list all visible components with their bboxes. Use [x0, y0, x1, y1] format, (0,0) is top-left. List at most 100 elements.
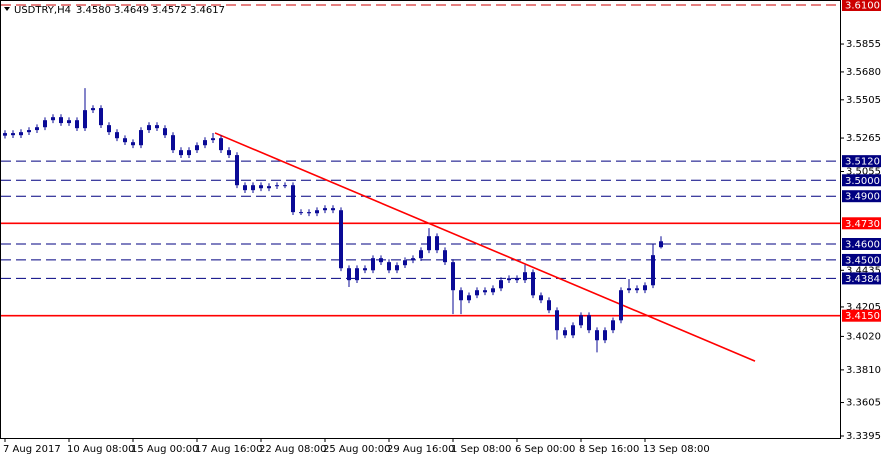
- x-tick-label: 13 Sep 08:00: [643, 444, 710, 455]
- candle-body: [75, 120, 79, 129]
- candle-body: [355, 268, 359, 281]
- level-box: [842, 190, 881, 203]
- candle-body: [547, 300, 551, 311]
- open-label: 3.4580: [76, 5, 111, 16]
- menu-icon: [4, 7, 10, 11]
- x-tick-label: 15 Aug 00:00: [131, 444, 198, 455]
- candle-body: [203, 140, 207, 146]
- candle-body: [11, 133, 15, 136]
- x-tick-label: 22 Aug 08:00: [259, 444, 326, 455]
- x-tick-label: 7 Aug 2017: [3, 444, 61, 455]
- candle-body: [603, 330, 607, 341]
- candle-body: [587, 315, 591, 331]
- y-tick-label: 3.4435: [846, 265, 881, 276]
- x-tick-label: 10 Aug 08:00: [67, 444, 134, 455]
- candle-body: [491, 288, 495, 293]
- candle-body: [267, 186, 271, 189]
- candle-body: [387, 262, 391, 271]
- x-tick-label: 6 Sep 00:00: [515, 444, 575, 455]
- candle-body: [123, 138, 127, 143]
- candle-body: [379, 258, 383, 263]
- candle-body: [291, 185, 295, 213]
- level-box: [842, 253, 881, 266]
- candle-body: [371, 258, 375, 271]
- level-label: 3.6100: [845, 1, 880, 12]
- level-label: 3.4150: [845, 311, 880, 322]
- y-tick-label: 3.5680: [846, 67, 881, 78]
- candle-body: [107, 125, 111, 133]
- level-label: 3.5120: [845, 157, 880, 168]
- candle-body: [595, 330, 599, 341]
- level-label: 3.4900: [845, 192, 880, 203]
- candle-body: [331, 208, 335, 211]
- level-box: [842, 272, 881, 285]
- candle-body: [467, 295, 471, 301]
- candle-body: [155, 125, 159, 129]
- header-values: 3.4580 3.4649 3.4572 3.4617: [76, 5, 225, 16]
- candle-body: [19, 132, 23, 136]
- x-tick-label: 1 Sep 08:00: [451, 444, 511, 455]
- candle-body: [411, 258, 415, 261]
- candle-body: [139, 130, 143, 146]
- level-box: [842, 309, 881, 322]
- symbol: USDTRY,H4: [14, 5, 71, 16]
- candle-body: [395, 265, 399, 271]
- close-label: 3.4617: [190, 5, 225, 16]
- candle-body: [35, 127, 39, 131]
- candle-body: [83, 110, 87, 129]
- candle-body: [147, 125, 151, 131]
- candle-body: [299, 212, 303, 214]
- candle-body: [235, 155, 239, 186]
- candle-body: [651, 255, 655, 286]
- candle-body: [531, 272, 535, 296]
- candle-body: [419, 250, 423, 259]
- candle-body: [51, 117, 55, 121]
- y-tick-label: 3.4205: [846, 302, 881, 313]
- candle-body: [179, 150, 183, 156]
- candle-body: [427, 236, 431, 251]
- candle-body: [131, 142, 135, 146]
- candle-body: [3, 133, 7, 136]
- candle-body: [315, 210, 319, 214]
- candle-body: [91, 108, 95, 111]
- y-tick-label: 3.3810: [846, 365, 881, 376]
- candle-body: [187, 150, 191, 156]
- candle-body: [227, 150, 231, 156]
- candle-body: [259, 185, 263, 189]
- candle-body: [67, 120, 71, 124]
- candle-body: [219, 138, 223, 151]
- x-tick-label: 29 Aug 16:00: [387, 444, 454, 455]
- candle-body: [443, 250, 447, 263]
- level-box: [842, 155, 881, 168]
- y-tick-label: 3.5265: [846, 133, 881, 144]
- candle-body: [483, 290, 487, 293]
- candle-body: [275, 185, 279, 187]
- candle-body: [539, 295, 543, 301]
- candle-body: [523, 272, 527, 281]
- candle-body: [611, 320, 615, 331]
- candle-body: [43, 120, 47, 128]
- candle-body: [627, 288, 631, 291]
- y-tick-label: 3.3605: [846, 398, 881, 409]
- candle-body: [563, 330, 567, 336]
- level-label: 3.4730: [845, 219, 880, 230]
- level-box: [842, 174, 881, 187]
- candle-body: [323, 208, 327, 211]
- candle-body: [347, 268, 351, 281]
- y-tick-label: 3.4020: [846, 331, 881, 342]
- candle-body: [451, 262, 455, 291]
- candle-body: [171, 135, 175, 151]
- x-tick-label: 17 Aug 16:00: [195, 444, 262, 455]
- level-label: 3.4600: [845, 240, 880, 251]
- candle-body: [99, 108, 103, 126]
- candle-body: [251, 185, 255, 191]
- candle-body: [195, 145, 199, 151]
- candle-body: [515, 278, 519, 281]
- candle-body: [163, 128, 167, 136]
- candle-body: [283, 185, 287, 187]
- candle-body: [115, 132, 119, 139]
- y-tick-label: 3.5505: [846, 95, 881, 106]
- candle-body: [571, 325, 575, 336]
- level-label: 3.5000: [845, 176, 880, 187]
